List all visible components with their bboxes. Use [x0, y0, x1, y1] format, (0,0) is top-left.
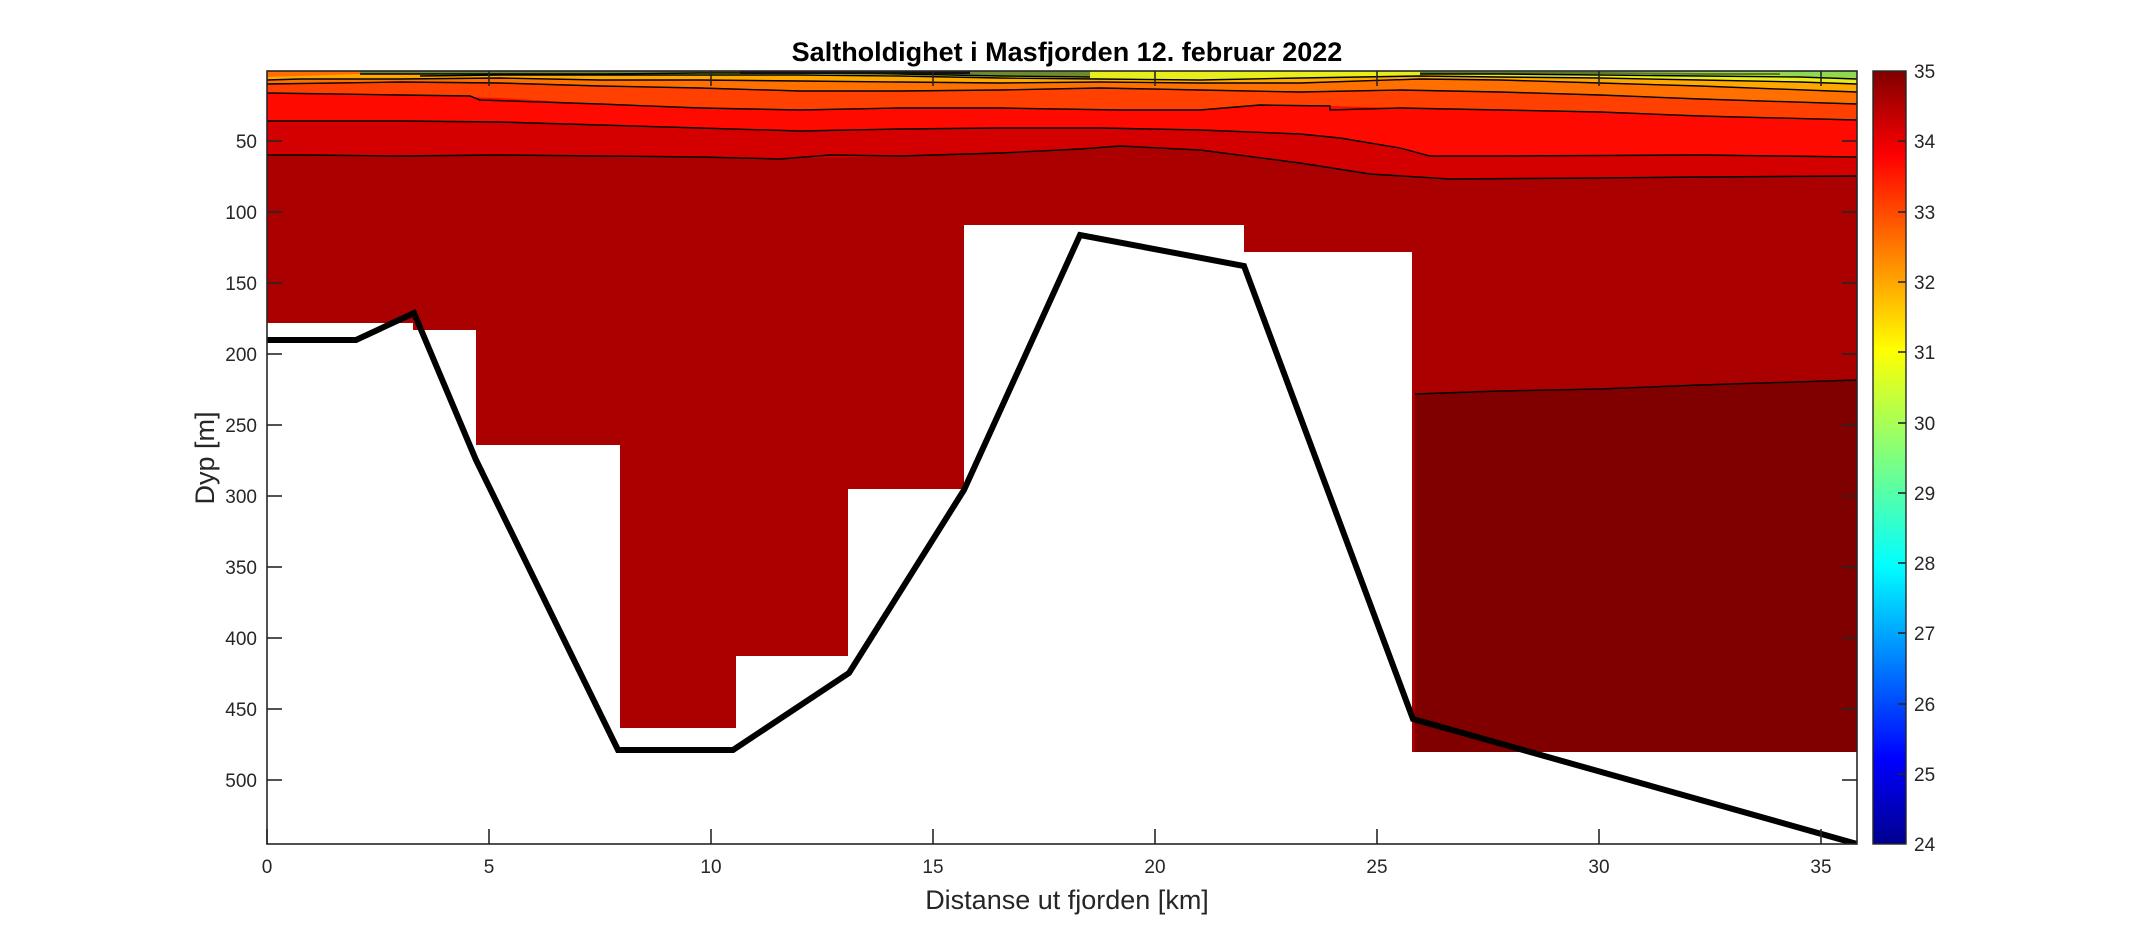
- y-tick-label: 300: [225, 487, 257, 508]
- bathymetry-line: [267, 231, 1857, 844]
- colorbar-tick-label: 35: [1914, 62, 1935, 83]
- y-axis: 50 100 150 200 250 300 350 400 450 500 D…: [190, 132, 1857, 792]
- y-tick-label: 350: [225, 558, 257, 579]
- colorbar-tick-label: 29: [1914, 484, 1935, 505]
- y-tick-label: 400: [225, 629, 257, 650]
- y-tick-label: 50: [236, 132, 257, 153]
- colorbar-tick-label: 33: [1914, 203, 1935, 224]
- contour-30: [360, 72, 1091, 78]
- plot-area: [267, 71, 1857, 844]
- x-axis: 0 5 10 15 20 25 30 35 Distanse ut fjorde…: [262, 71, 1832, 915]
- axes-box: [266, 70, 1858, 845]
- contour-33.5: [267, 120, 1857, 158]
- x-tick-label: 0: [262, 857, 273, 878]
- x-axis-label: Distanse ut fjorden [km]: [925, 885, 1209, 915]
- y-tick-label: 150: [225, 274, 257, 295]
- y-tick-label: 450: [225, 700, 257, 721]
- x-tick-label: 30: [1588, 857, 1609, 878]
- salinity-field-below-30-right-dark: [1420, 72, 1780, 75]
- y-axis-label: Dyp [m]: [190, 411, 220, 504]
- colorbar-tick-label: 26: [1914, 695, 1935, 716]
- colorbar-tick-label: 30: [1914, 414, 1935, 435]
- salinity-field-above-34.5: [1415, 380, 1857, 752]
- x-tick-label: 35: [1810, 857, 1831, 878]
- y-tick-label: 100: [225, 203, 257, 224]
- colorbar-tick-label: 31: [1914, 343, 1935, 364]
- y-tick-label: 200: [225, 345, 257, 366]
- y-tick-label: 250: [225, 416, 257, 437]
- contour-34.5: [1414, 379, 1857, 395]
- colorbar-tick-label: 27: [1914, 624, 1935, 645]
- colorbar-gradient: [1872, 70, 1907, 845]
- x-tick-label: 20: [1144, 857, 1165, 878]
- contour-33: [267, 92, 1857, 121]
- colorbar-tick-label: 32: [1914, 273, 1935, 294]
- contour-30-right: [1420, 73, 1857, 80]
- colorbar-tick-label: 34: [1914, 132, 1936, 153]
- x-tick-label: 10: [700, 857, 721, 878]
- no-data-region: [267, 225, 1857, 844]
- colorbar-tick-label: 24: [1914, 835, 1936, 856]
- contour-34: [267, 145, 1857, 180]
- contour-31: [419, 74, 1857, 85]
- chart-title: Saltholdighet i Masfjorden 12. februar 2…: [792, 37, 1343, 67]
- x-tick-label: 5: [484, 857, 495, 878]
- x-tick-label: 25: [1366, 857, 1387, 878]
- contour-32: [267, 77, 1857, 93]
- colorbar-tick-label: 25: [1914, 765, 1935, 786]
- colorbar: 35 34 33 32 31 30 29 28 27 26 25 24: [1872, 62, 1936, 856]
- x-tick-label: 15: [922, 857, 943, 878]
- contour-32.5: [267, 81, 1857, 105]
- colorbar-tick-label: 28: [1914, 554, 1935, 575]
- surface-lens-dark: [740, 71, 970, 74]
- y-tick-label: 500: [225, 771, 257, 792]
